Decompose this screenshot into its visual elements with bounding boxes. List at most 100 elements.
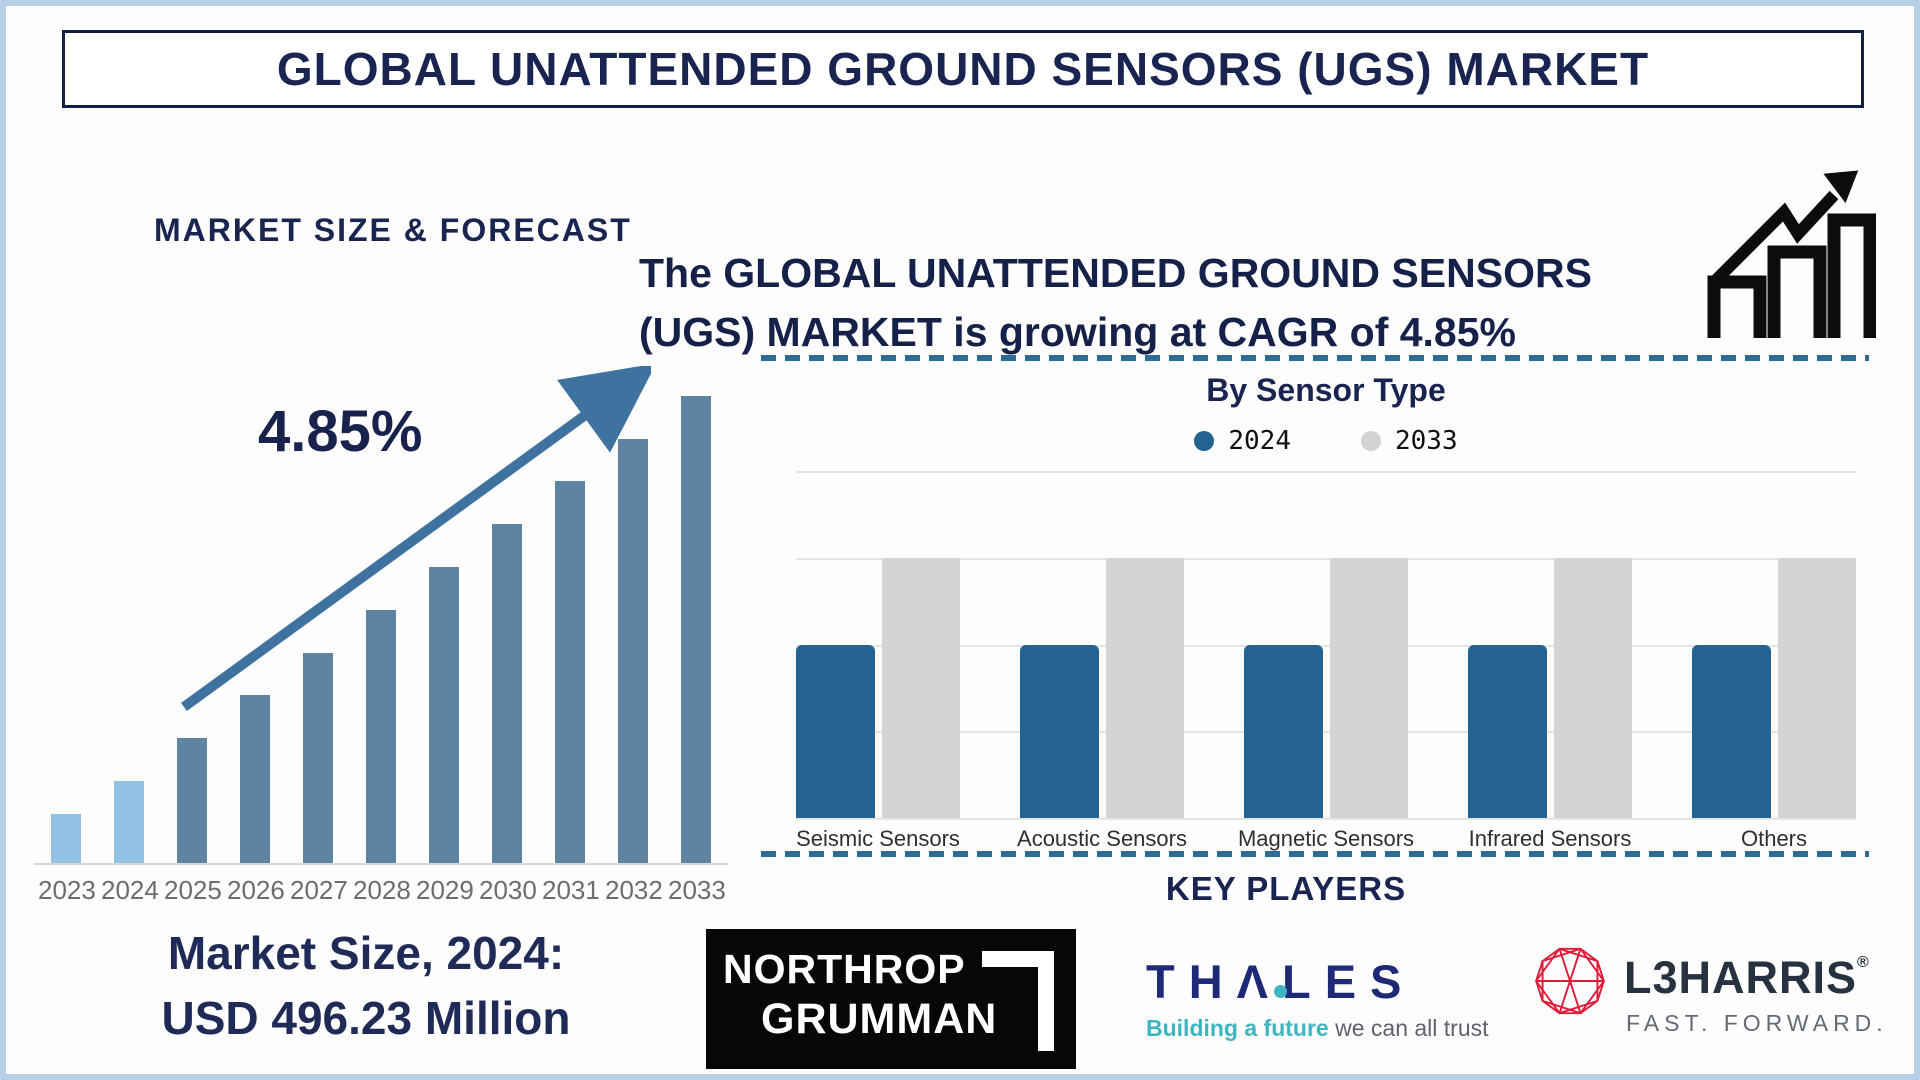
cagr-value-label: 4.85% (258, 399, 423, 464)
northrop-grumman-logo: NORTHROP GRUMMAN (706, 929, 1076, 1069)
legend-item-2033: 2033 (1361, 426, 1458, 456)
sensor-bar-groups (796, 471, 1856, 818)
forecast-bar-2027 (303, 652, 333, 863)
axis-label-2028: 2028 (353, 875, 411, 905)
sensor-category-label-seismic-sensors: Seismic Sensors (796, 826, 960, 851)
forecast-bar-column-2033 (668, 396, 724, 863)
sensor-category-label-infrared-sensors: Infrared Sensors (1468, 826, 1632, 851)
axis-label-2032: 2032 (605, 875, 663, 905)
thales-tagline-gray: we can all trust (1328, 1015, 1489, 1041)
forecast-bar-2023 (51, 814, 81, 863)
forecast-bar-2028 (366, 609, 396, 863)
sensor-group-others (1692, 471, 1856, 818)
l3harris-wordmark-text: L3HARRIS (1624, 952, 1858, 1003)
legend-label: 2033 (1395, 426, 1458, 456)
growth-chart-icon (1707, 170, 1876, 338)
gridline (796, 731, 1856, 734)
forecast-bar-2032 (618, 438, 648, 863)
sensor-bar-others-2024 (1692, 644, 1771, 818)
market-size-callout: Market Size, 2024: USD 496.23 Million (46, 921, 686, 1052)
forecast-bar-column-2024 (101, 396, 157, 863)
legend-dot-icon (1361, 431, 1381, 451)
northrop-wordmark-line2: GRUMMAN (761, 995, 998, 1043)
cagr-statement-line1: The GLOBAL UNATTENDED GROUND SENSORS (639, 250, 1592, 296)
sensor-group-seismic-sensors (796, 471, 960, 818)
thales-logo: THΛLES Building a future we can all trus… (1146, 954, 1506, 1042)
sensor-group-acoustic-sensors (1020, 471, 1184, 818)
forecast-bar-2026 (240, 695, 270, 863)
axis-label-2024: 2024 (101, 875, 159, 905)
legend-dot-icon (1194, 431, 1215, 451)
sensor-bar-magnetic-sensors-2033 (1330, 557, 1408, 818)
gridline (796, 644, 1856, 647)
axis-label-2026: 2026 (227, 875, 285, 905)
northrop-wordmark-line1: NORTHROP (723, 946, 966, 992)
forecast-bar-2031 (555, 481, 585, 863)
sensor-chart-title: By Sensor Type (1206, 372, 1446, 408)
axis-label-2027: 2027 (290, 875, 348, 905)
l3harris-globe-icon (1535, 947, 1605, 1015)
market-forecast-chart: 2023 2024 2025 2026 2027 2028 2029 2030 2031 2032… (34, 396, 728, 905)
market-size-line2: USD 496.23 Million (161, 992, 571, 1045)
sensor-category-label-acoustic-sensors: Acoustic Sensors (1017, 826, 1187, 851)
page-title: GLOBAL UNATTENDED GROUND SENSORS (UGS) M… (276, 43, 1650, 95)
sensor-group-infrared-sensors (1468, 471, 1632, 818)
sensor-bar-acoustic-sensors-2033 (1106, 557, 1184, 818)
thales-wordmark: THΛLES (1146, 954, 1506, 1009)
axis-label-2033: 2033 (668, 875, 726, 905)
legend-item-2024: 2024 (1194, 426, 1291, 456)
forecast-bar-column-2025 (164, 396, 220, 863)
forecast-bar-column-2030 (479, 396, 535, 863)
sensor-bar-seismic-sensors-2024 (796, 644, 875, 818)
thales-tagline: Building a future we can all trust (1146, 1015, 1506, 1042)
forecast-bar-column-2026 (227, 396, 283, 863)
forecast-bar-column-2032 (605, 396, 661, 863)
forecast-bar-column-2028 (353, 396, 409, 863)
market-size-forecast-heading: MARKET SIZE & FORECAST (154, 212, 632, 248)
axis-label-2023: 2023 (38, 875, 96, 905)
sensor-category-label-others: Others (1740, 826, 1808, 851)
title-box: GLOBAL UNATTENDED GROUND SENSORS (UGS) M… (62, 30, 1864, 108)
registered-mark: ® (1857, 954, 1870, 971)
gridline (796, 471, 1856, 473)
thales-wordmark-text: THΛLES (1146, 955, 1416, 1008)
l3harris-wordmark: L3HARRIS® (1624, 952, 1870, 1004)
sensor-type-chart: Seismic Sensors Acoustic Sensors Magnetic … (796, 471, 1856, 851)
sensor-category-label-magnetic-sensors: Magnetic Sensors (1237, 826, 1415, 851)
forecast-bar-column-2029 (416, 396, 472, 863)
legend-label: 2024 (1228, 426, 1291, 456)
key-players-heading: KEY PLAYERS (1165, 870, 1407, 907)
forecast-bar-2025 (177, 738, 207, 863)
market-size-line1: Market Size, 2024: (167, 927, 565, 979)
dashed-divider-top (761, 355, 1869, 361)
thales-tagline-teal: Building a future (1146, 1015, 1329, 1041)
forecast-year-labels: 2023 2024 2025 2026 2027 2028 2029 2030 2031 2032… (38, 875, 726, 906)
cagr-trend-arrow-icon (181, 366, 651, 711)
axis-label-2031: 2031 (542, 875, 600, 905)
sensor-bar-infrared-sensors-2033 (1554, 557, 1632, 818)
sensor-group-magnetic-sensors (1244, 471, 1408, 818)
axis-label-2025: 2025 (164, 875, 222, 905)
sensor-bar-others-2033 (1778, 557, 1856, 818)
sensor-bar-seismic-sensors-2033 (882, 557, 960, 818)
sensor-bar-infrared-sensors-2024 (1468, 644, 1547, 818)
dashed-divider-bottom (761, 851, 1869, 857)
forecast-bars (38, 396, 724, 863)
gridline (796, 818, 1856, 820)
axis-label-2030: 2030 (479, 875, 537, 905)
forecast-bar-2030 (492, 524, 522, 863)
cagr-statement: The GLOBAL UNATTENDED GROUND SENSORS (UG… (639, 244, 1639, 363)
forecast-bar-column-2023 (38, 396, 94, 863)
l3harris-tagline: FAST. FORWARD. (1626, 1010, 1888, 1036)
gridline (796, 557, 1856, 560)
cagr-statement-line2: (UGS) MARKET is growing at CAGR of 4.85% (639, 309, 1516, 356)
x-axis-line (34, 863, 728, 865)
forecast-bar-2033 (681, 396, 711, 863)
axis-label-2029: 2029 (416, 875, 474, 905)
forecast-bar-column-2027 (290, 396, 346, 863)
forecast-bar-2029 (429, 566, 459, 863)
sensor-bar-acoustic-sensors-2024 (1020, 644, 1099, 818)
thales-accent-dot-icon (1274, 985, 1287, 998)
forecast-bar-column-2031 (542, 396, 598, 863)
